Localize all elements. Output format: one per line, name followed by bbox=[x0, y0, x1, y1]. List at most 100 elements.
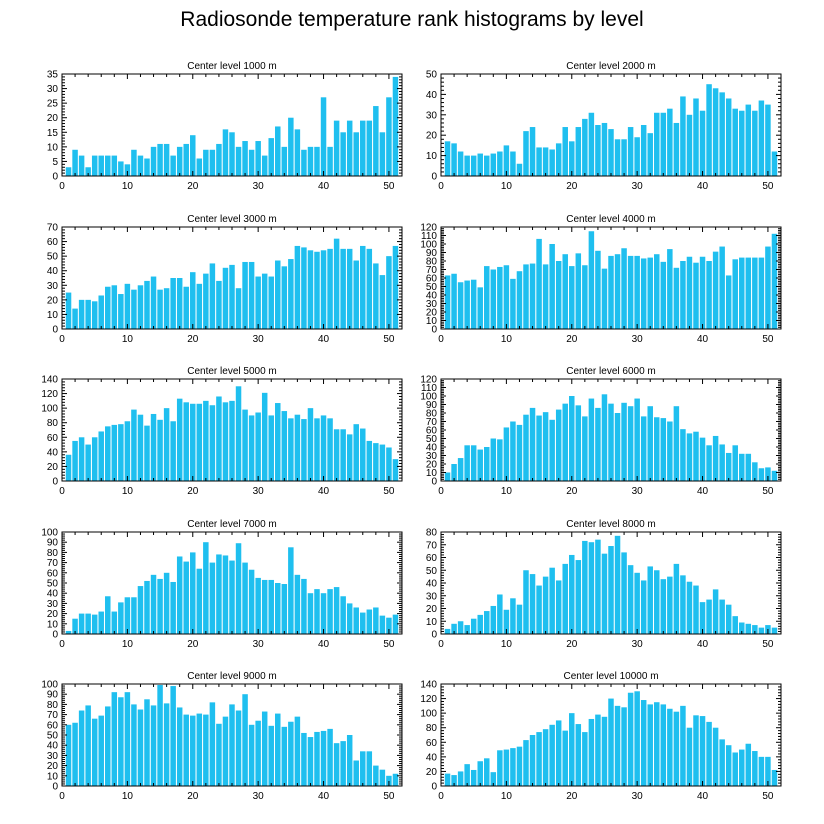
histogram-bar bbox=[209, 562, 216, 634]
histogram-bar bbox=[288, 721, 294, 786]
histogram-bar bbox=[562, 403, 568, 481]
x-tick-label: 30 bbox=[253, 639, 265, 650]
histogram-bar bbox=[255, 577, 261, 634]
histogram-bar bbox=[549, 567, 555, 634]
histogram-bar bbox=[261, 155, 268, 176]
y-tick-label: 50 bbox=[426, 282, 438, 293]
histogram-bar bbox=[288, 117, 294, 176]
histogram-bar bbox=[745, 257, 752, 329]
y-tick-label: 30 bbox=[426, 451, 438, 462]
histogram-bar bbox=[333, 743, 340, 786]
histogram-bar bbox=[536, 147, 542, 176]
histogram-bar bbox=[294, 716, 301, 786]
histogram-bar bbox=[562, 563, 568, 635]
histogram-bar bbox=[732, 445, 738, 481]
histogram-bar bbox=[758, 100, 765, 176]
histogram-bar bbox=[725, 604, 732, 634]
histogram-bar bbox=[457, 151, 464, 176]
histogram-bar bbox=[360, 428, 366, 481]
histogram-bar bbox=[373, 106, 379, 176]
histogram-bar bbox=[327, 589, 333, 634]
histogram-bar bbox=[360, 751, 366, 786]
histogram-bar bbox=[595, 125, 601, 176]
histogram-bar bbox=[144, 699, 150, 786]
histogram-bar bbox=[163, 703, 170, 786]
histogram-bar bbox=[373, 263, 379, 329]
x-tick-label: 50 bbox=[383, 334, 395, 345]
histogram-bar bbox=[209, 702, 216, 786]
histogram-bar bbox=[712, 589, 719, 635]
histogram-bar bbox=[667, 576, 673, 635]
histogram-bar bbox=[379, 769, 386, 786]
y-tick-label: 70 bbox=[426, 540, 438, 551]
y-tick-label: 60 bbox=[47, 433, 59, 444]
histogram-bar bbox=[65, 292, 72, 329]
histogram-bar bbox=[320, 415, 327, 481]
y-tick-label: 30 bbox=[47, 751, 59, 762]
y-tick-label: 80 bbox=[426, 528, 438, 539]
y-tick-label: 20 bbox=[426, 308, 438, 319]
histogram-bar bbox=[523, 131, 529, 176]
histogram-bar bbox=[242, 562, 248, 634]
histogram-bar bbox=[732, 259, 738, 329]
y-tick-label: 100 bbox=[420, 392, 437, 403]
histogram-bar bbox=[78, 155, 85, 176]
histogram-bar bbox=[614, 139, 621, 176]
histogram-bar bbox=[65, 724, 72, 786]
histogram-bar bbox=[516, 163, 523, 176]
histogram-bar bbox=[654, 417, 660, 481]
histogram-bar bbox=[745, 623, 752, 634]
histogram-bar bbox=[484, 758, 490, 786]
histogram-bar bbox=[281, 726, 288, 786]
histogram-bar bbox=[627, 127, 634, 176]
histogram-bar bbox=[660, 704, 667, 786]
histogram-bar bbox=[144, 580, 150, 634]
histogram-bar bbox=[758, 257, 765, 329]
histogram-bar bbox=[686, 581, 693, 634]
histogram-bar bbox=[301, 149, 307, 176]
histogram-bar bbox=[209, 263, 216, 329]
histogram-bar bbox=[706, 599, 712, 634]
histogram-bar bbox=[745, 104, 752, 176]
y-tick-label: 100 bbox=[41, 680, 58, 691]
x-tick-label: 50 bbox=[762, 334, 774, 345]
histogram-bar bbox=[170, 686, 176, 786]
y-tick-label: 80 bbox=[47, 548, 59, 559]
x-tick-label: 0 bbox=[59, 334, 65, 345]
y-tick-label: 60 bbox=[426, 274, 438, 285]
histogram-bar bbox=[333, 587, 340, 634]
histogram-bar bbox=[516, 424, 523, 481]
histogram-bar bbox=[366, 248, 373, 329]
y-tick-label: 10 bbox=[47, 771, 59, 782]
histogram-bar bbox=[536, 415, 542, 481]
y-tick-label: 40 bbox=[47, 589, 59, 600]
y-tick-label: 20 bbox=[426, 604, 438, 615]
y-tick-label: 120 bbox=[41, 389, 58, 400]
y-tick-label: 80 bbox=[426, 723, 438, 734]
y-tick-label: 40 bbox=[426, 443, 438, 454]
y-tick-label: 30 bbox=[426, 110, 438, 121]
histogram-bar bbox=[614, 254, 621, 329]
histogram-bar bbox=[647, 406, 653, 481]
histogram-bar bbox=[771, 151, 778, 176]
histogram-bar bbox=[451, 623, 457, 634]
histogram-bar bbox=[484, 611, 490, 634]
histogram-bar bbox=[183, 561, 189, 634]
histogram-bar bbox=[301, 578, 307, 634]
histogram-bar bbox=[667, 249, 673, 329]
histogram-panel: Center level 3000 m 0 10 20 30 40 50 0 10 20 30 40 5… bbox=[47, 214, 403, 345]
x-tick-label: 40 bbox=[318, 334, 330, 345]
histogram-bar bbox=[360, 120, 366, 176]
histogram-bar bbox=[732, 616, 738, 634]
histogram-bar bbox=[555, 580, 562, 634]
histogram-bar bbox=[222, 555, 229, 634]
histogram-bar bbox=[163, 572, 170, 634]
histogram-bar bbox=[510, 598, 516, 634]
histogram-bar bbox=[294, 129, 301, 176]
histogram-panel: Center level 5000 m 0 10 20 30 40 50 0 20 40 60 80 1… bbox=[41, 366, 403, 497]
histogram-bar bbox=[196, 568, 203, 634]
histogram-bar bbox=[575, 253, 582, 329]
y-tick-label: 60 bbox=[426, 553, 438, 564]
x-tick-label: 0 bbox=[438, 334, 444, 345]
histogram-bar bbox=[647, 257, 653, 329]
